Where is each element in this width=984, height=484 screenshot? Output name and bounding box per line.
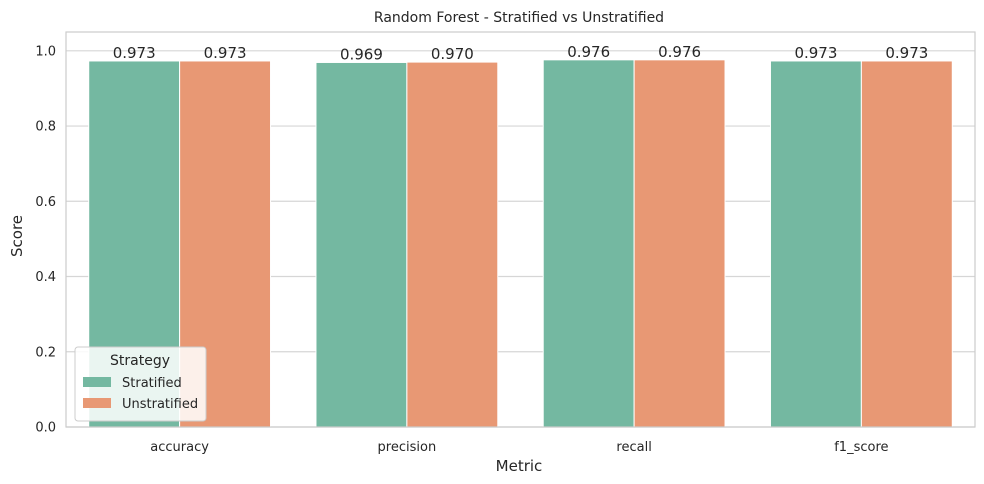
bar-unstratified-precision [406,61,499,428]
y-tick-label: 1.0 [35,44,56,59]
y-axis-label: Score [8,215,26,257]
y-tick-labels: 0.0 0.2 0.4 0.6 0.8 1.0 [35,44,56,435]
y-tick-label: 0.4 [35,270,56,285]
plot-frame [65,31,976,428]
data-label: 0.976 [658,43,701,61]
x-tick-labels: accuracy precision recall f1_score [150,440,888,455]
legend-swatch-stratified [83,377,111,387]
data-label: 0.976 [567,43,610,61]
legend: Strategy Stratified Unstratified [74,346,207,422]
legend-title: Strategy [110,353,170,369]
data-label: 0.970 [431,45,474,63]
x-tick-label: precision [378,440,437,455]
data-label: 0.973 [204,44,247,62]
data-label: 0.973 [113,44,156,62]
data-label: 0.973 [794,44,837,62]
bar-stratified-precision [315,61,408,428]
legend-label-unstratified: Unstratified [122,397,198,412]
legend-label-stratified: Stratified [122,376,182,391]
data-labels: 0.973 0.973 0.969 0.970 0.976 0.976 0.973 0.973 [113,43,929,64]
bar-stratified-f1_score [769,60,862,428]
data-label: 0.969 [340,45,383,63]
x-tick-label: f1_score [834,440,888,455]
bar-unstratified-f1_score [860,60,953,428]
y-tick-label: 0.2 [35,345,56,360]
legend-swatch-unstratified [83,398,111,408]
y-tick-label: 0.8 [35,120,56,135]
data-label: 0.973 [885,44,928,62]
bar-unstratified-recall [633,59,726,428]
x-tick-label: recall [616,440,651,455]
y-tick-label: 0.6 [35,195,56,210]
chart-title: Random Forest - Stratified vs Unstratifi… [374,10,664,26]
y-tick-label: 0.0 [35,421,56,436]
bars [88,59,953,428]
x-tick-label: accuracy [150,440,209,455]
bar-stratified-recall [542,59,635,428]
x-axis-label: Metric [496,457,543,475]
